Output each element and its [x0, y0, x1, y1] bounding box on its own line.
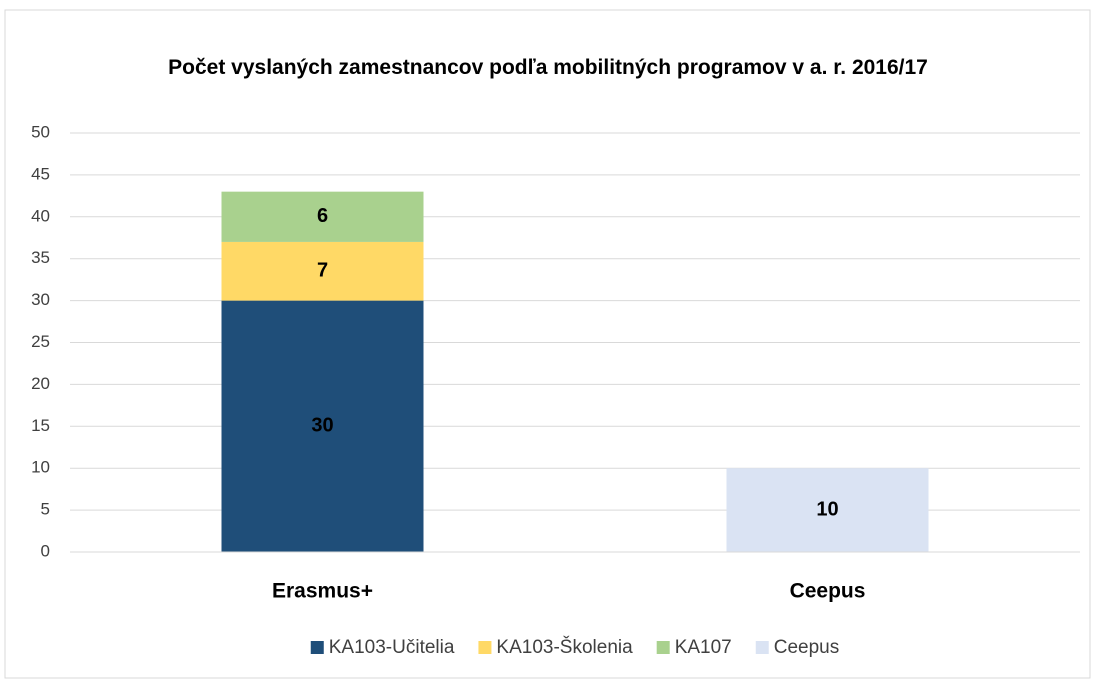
- data-label: 10: [816, 498, 838, 520]
- legend-swatch: [310, 641, 324, 654]
- legend-label: KA103-Školenia: [496, 636, 633, 658]
- y-tick-label: 50: [31, 122, 50, 141]
- y-tick-label: 25: [31, 332, 50, 351]
- y-tick-label: 5: [41, 500, 50, 519]
- chart-border: [4, 9, 1091, 679]
- y-tick-label: 10: [31, 458, 50, 477]
- legend-swatch: [755, 641, 769, 654]
- legend-label: KA103-Učitelia: [329, 637, 455, 658]
- legend-swatch: [656, 641, 670, 654]
- y-tick-label: 45: [31, 164, 50, 183]
- data-label: 30: [311, 415, 333, 437]
- bar-segment: [726, 468, 929, 552]
- y-tick-label: 0: [41, 541, 50, 560]
- bar-segment: [221, 241, 424, 301]
- x-tick-label: Erasmus+: [272, 580, 373, 603]
- y-tick-label: 15: [31, 416, 50, 435]
- data-label: 7: [317, 260, 328, 282]
- data-label: 6: [317, 205, 328, 227]
- y-tick-label: 40: [31, 206, 50, 225]
- x-tick-label: Ceepus: [790, 580, 866, 603]
- chart-title: Počet vyslaných zamestnancov podľa mobil…: [168, 56, 928, 79]
- bar-segment: [221, 191, 424, 242]
- legend-label: Ceepus: [774, 637, 840, 658]
- legend-swatch: [478, 641, 492, 654]
- y-tick-label: 20: [31, 374, 50, 393]
- legend-label: KA107: [675, 637, 732, 658]
- y-tick-label: 35: [31, 248, 50, 267]
- y-tick-label: 30: [31, 290, 50, 309]
- bar-segment: [221, 300, 424, 552]
